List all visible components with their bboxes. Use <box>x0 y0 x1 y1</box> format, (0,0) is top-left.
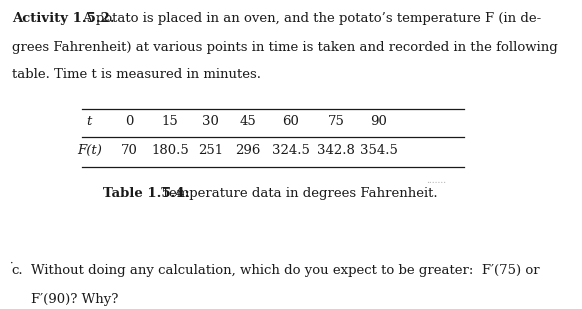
Text: table. Time t is measured in minutes.: table. Time t is measured in minutes. <box>12 68 261 81</box>
Text: Activity 1.5.2.: Activity 1.5.2. <box>12 12 115 25</box>
Text: Table 1.5.4:: Table 1.5.4: <box>104 187 190 200</box>
Text: F′(90)? Why?: F′(90)? Why? <box>31 294 118 307</box>
Text: 296: 296 <box>236 144 261 157</box>
Text: 60: 60 <box>282 115 299 128</box>
Text: 180.5: 180.5 <box>151 144 189 157</box>
Text: 354.5: 354.5 <box>360 144 398 157</box>
Text: 30: 30 <box>202 115 219 128</box>
Text: 15: 15 <box>161 115 178 128</box>
Text: 342.8: 342.8 <box>317 144 355 157</box>
Text: 70: 70 <box>121 144 138 157</box>
Text: 75: 75 <box>328 115 345 128</box>
Text: .......: ....... <box>426 176 446 185</box>
Text: ·: · <box>10 259 13 269</box>
Text: 90: 90 <box>370 115 387 128</box>
Text: 324.5: 324.5 <box>272 144 310 157</box>
Text: F(t): F(t) <box>77 144 102 157</box>
Text: A potato is placed in an oven, and the potato’s temperature F (in de-: A potato is placed in an oven, and the p… <box>82 12 541 25</box>
Text: c.: c. <box>12 264 23 277</box>
Text: Temperature data in degrees Fahrenheit.: Temperature data in degrees Fahrenheit. <box>157 187 437 200</box>
Text: Without doing any calculation, which do you expect to be greater:  F′(75) or: Without doing any calculation, which do … <box>31 264 540 277</box>
Text: grees Fahrenheit) at various points in time is taken and recorded in the followi: grees Fahrenheit) at various points in t… <box>12 41 558 54</box>
Text: t: t <box>87 115 92 128</box>
Text: 45: 45 <box>240 115 257 128</box>
Text: 0: 0 <box>125 115 134 128</box>
Text: 251: 251 <box>198 144 223 157</box>
